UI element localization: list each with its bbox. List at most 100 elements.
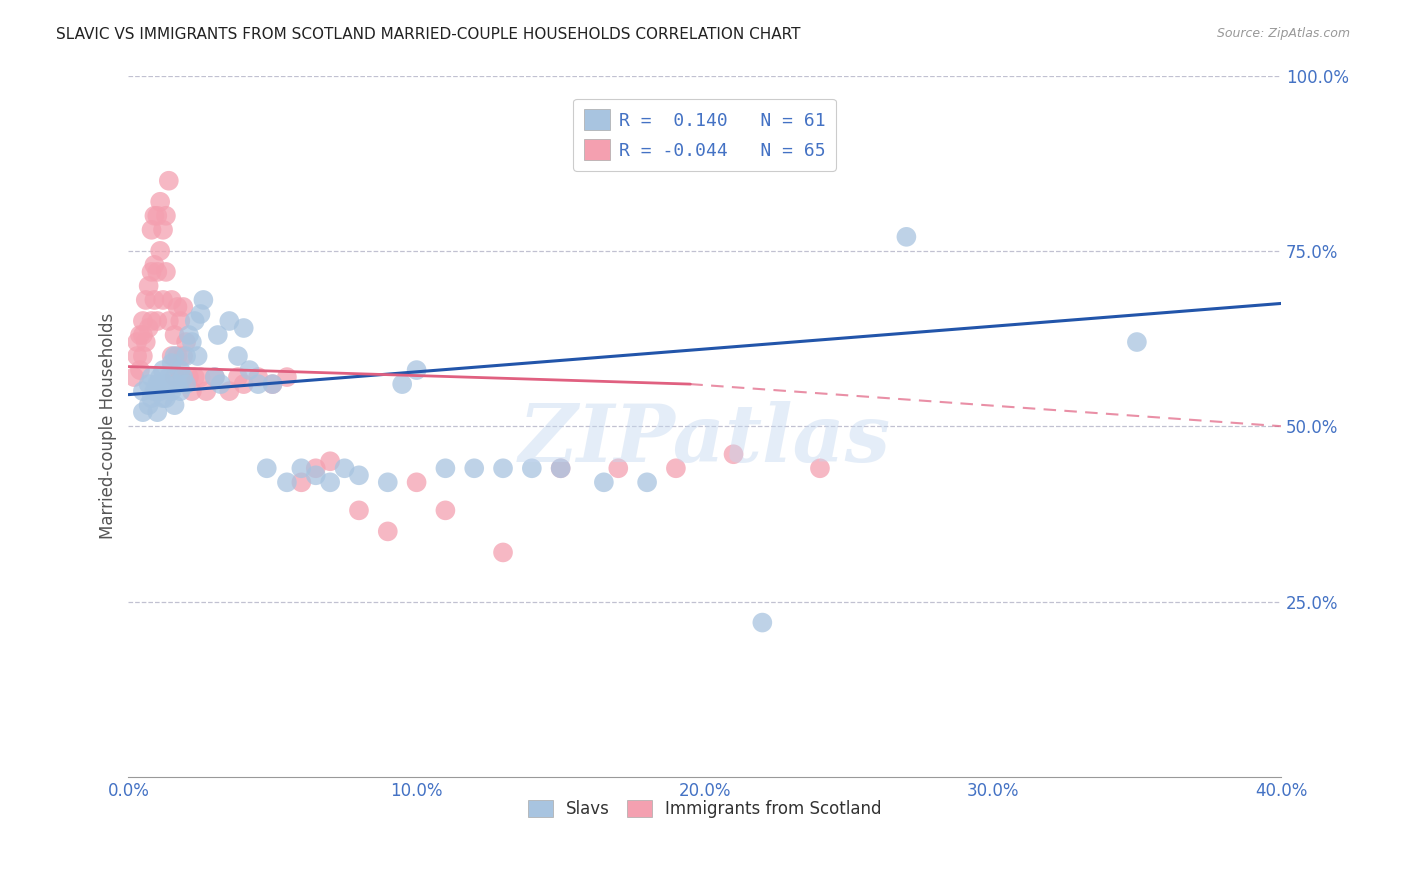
Point: [157, 174, 180, 188]
Point: [207, 328, 229, 343]
Point: [160, 293, 183, 307]
Point: [157, 314, 180, 328]
Point: [347, 503, 370, 517]
Point: [155, 265, 177, 279]
Point: [492, 461, 515, 475]
Point: [180, 334, 202, 349]
Point: [172, 370, 194, 384]
Point: [141, 314, 163, 328]
Point: [276, 370, 298, 384]
Point: [152, 293, 174, 307]
Point: [141, 265, 163, 279]
Point: [143, 258, 166, 272]
Point: [218, 384, 240, 398]
Point: [290, 461, 312, 475]
Point: [190, 370, 212, 384]
Point: [232, 321, 254, 335]
Point: [163, 398, 186, 412]
Point: [1126, 334, 1149, 349]
Point: [127, 349, 149, 363]
Point: [492, 545, 515, 559]
Point: [152, 223, 174, 237]
Point: [149, 244, 172, 258]
Point: [146, 314, 169, 328]
Point: [808, 461, 831, 475]
Point: [172, 300, 194, 314]
Point: [160, 384, 183, 398]
Point: [195, 384, 218, 398]
Point: [141, 223, 163, 237]
Point: [127, 334, 149, 349]
Point: [204, 370, 226, 384]
Point: [169, 314, 191, 328]
Point: [169, 384, 191, 398]
Point: [174, 377, 197, 392]
Point: [132, 405, 155, 419]
Point: [132, 349, 155, 363]
Point: [160, 356, 183, 370]
Point: [135, 334, 157, 349]
Point: [146, 265, 169, 279]
Point: [146, 209, 169, 223]
Point: [607, 461, 630, 475]
Point: [319, 475, 342, 490]
Point: [305, 461, 328, 475]
Point: [146, 377, 169, 392]
Point: [377, 475, 399, 490]
Point: [149, 194, 172, 209]
Point: [157, 370, 180, 384]
Point: [155, 391, 177, 405]
Point: [146, 405, 169, 419]
Point: [138, 377, 160, 392]
Point: [226, 349, 249, 363]
Point: [896, 230, 918, 244]
Point: [163, 328, 186, 343]
Point: [129, 363, 152, 377]
Point: [290, 475, 312, 490]
Point: [138, 321, 160, 335]
Point: [232, 377, 254, 392]
Point: [132, 314, 155, 328]
Point: [152, 363, 174, 377]
Point: [434, 461, 457, 475]
Point: [132, 328, 155, 343]
Point: [180, 384, 202, 398]
Point: [122, 370, 145, 384]
Point: [174, 334, 197, 349]
Point: [163, 349, 186, 363]
Point: [141, 370, 163, 384]
Y-axis label: Married-couple Households: Married-couple Households: [100, 313, 117, 540]
Point: [665, 461, 688, 475]
Point: [169, 363, 191, 377]
Point: [209, 377, 232, 392]
Point: [333, 461, 356, 475]
Point: [149, 370, 172, 384]
Point: [751, 615, 773, 630]
Point: [723, 447, 745, 461]
Point: [377, 524, 399, 539]
Point: [238, 363, 260, 377]
Point: [135, 293, 157, 307]
Point: [152, 391, 174, 405]
Point: [226, 370, 249, 384]
Point: [149, 384, 172, 398]
Text: Source: ZipAtlas.com: Source: ZipAtlas.com: [1216, 27, 1350, 40]
Point: [550, 461, 572, 475]
Point: [184, 370, 207, 384]
Point: [204, 370, 226, 384]
Point: [169, 370, 191, 384]
Point: [141, 391, 163, 405]
Point: [347, 468, 370, 483]
Point: [276, 475, 298, 490]
Point: [434, 503, 457, 517]
Point: [193, 293, 215, 307]
Point: [550, 461, 572, 475]
Point: [138, 398, 160, 412]
Point: [155, 377, 177, 392]
Point: [172, 349, 194, 363]
Point: [592, 475, 614, 490]
Point: [177, 328, 200, 343]
Point: [129, 328, 152, 343]
Point: [262, 377, 284, 392]
Point: [138, 279, 160, 293]
